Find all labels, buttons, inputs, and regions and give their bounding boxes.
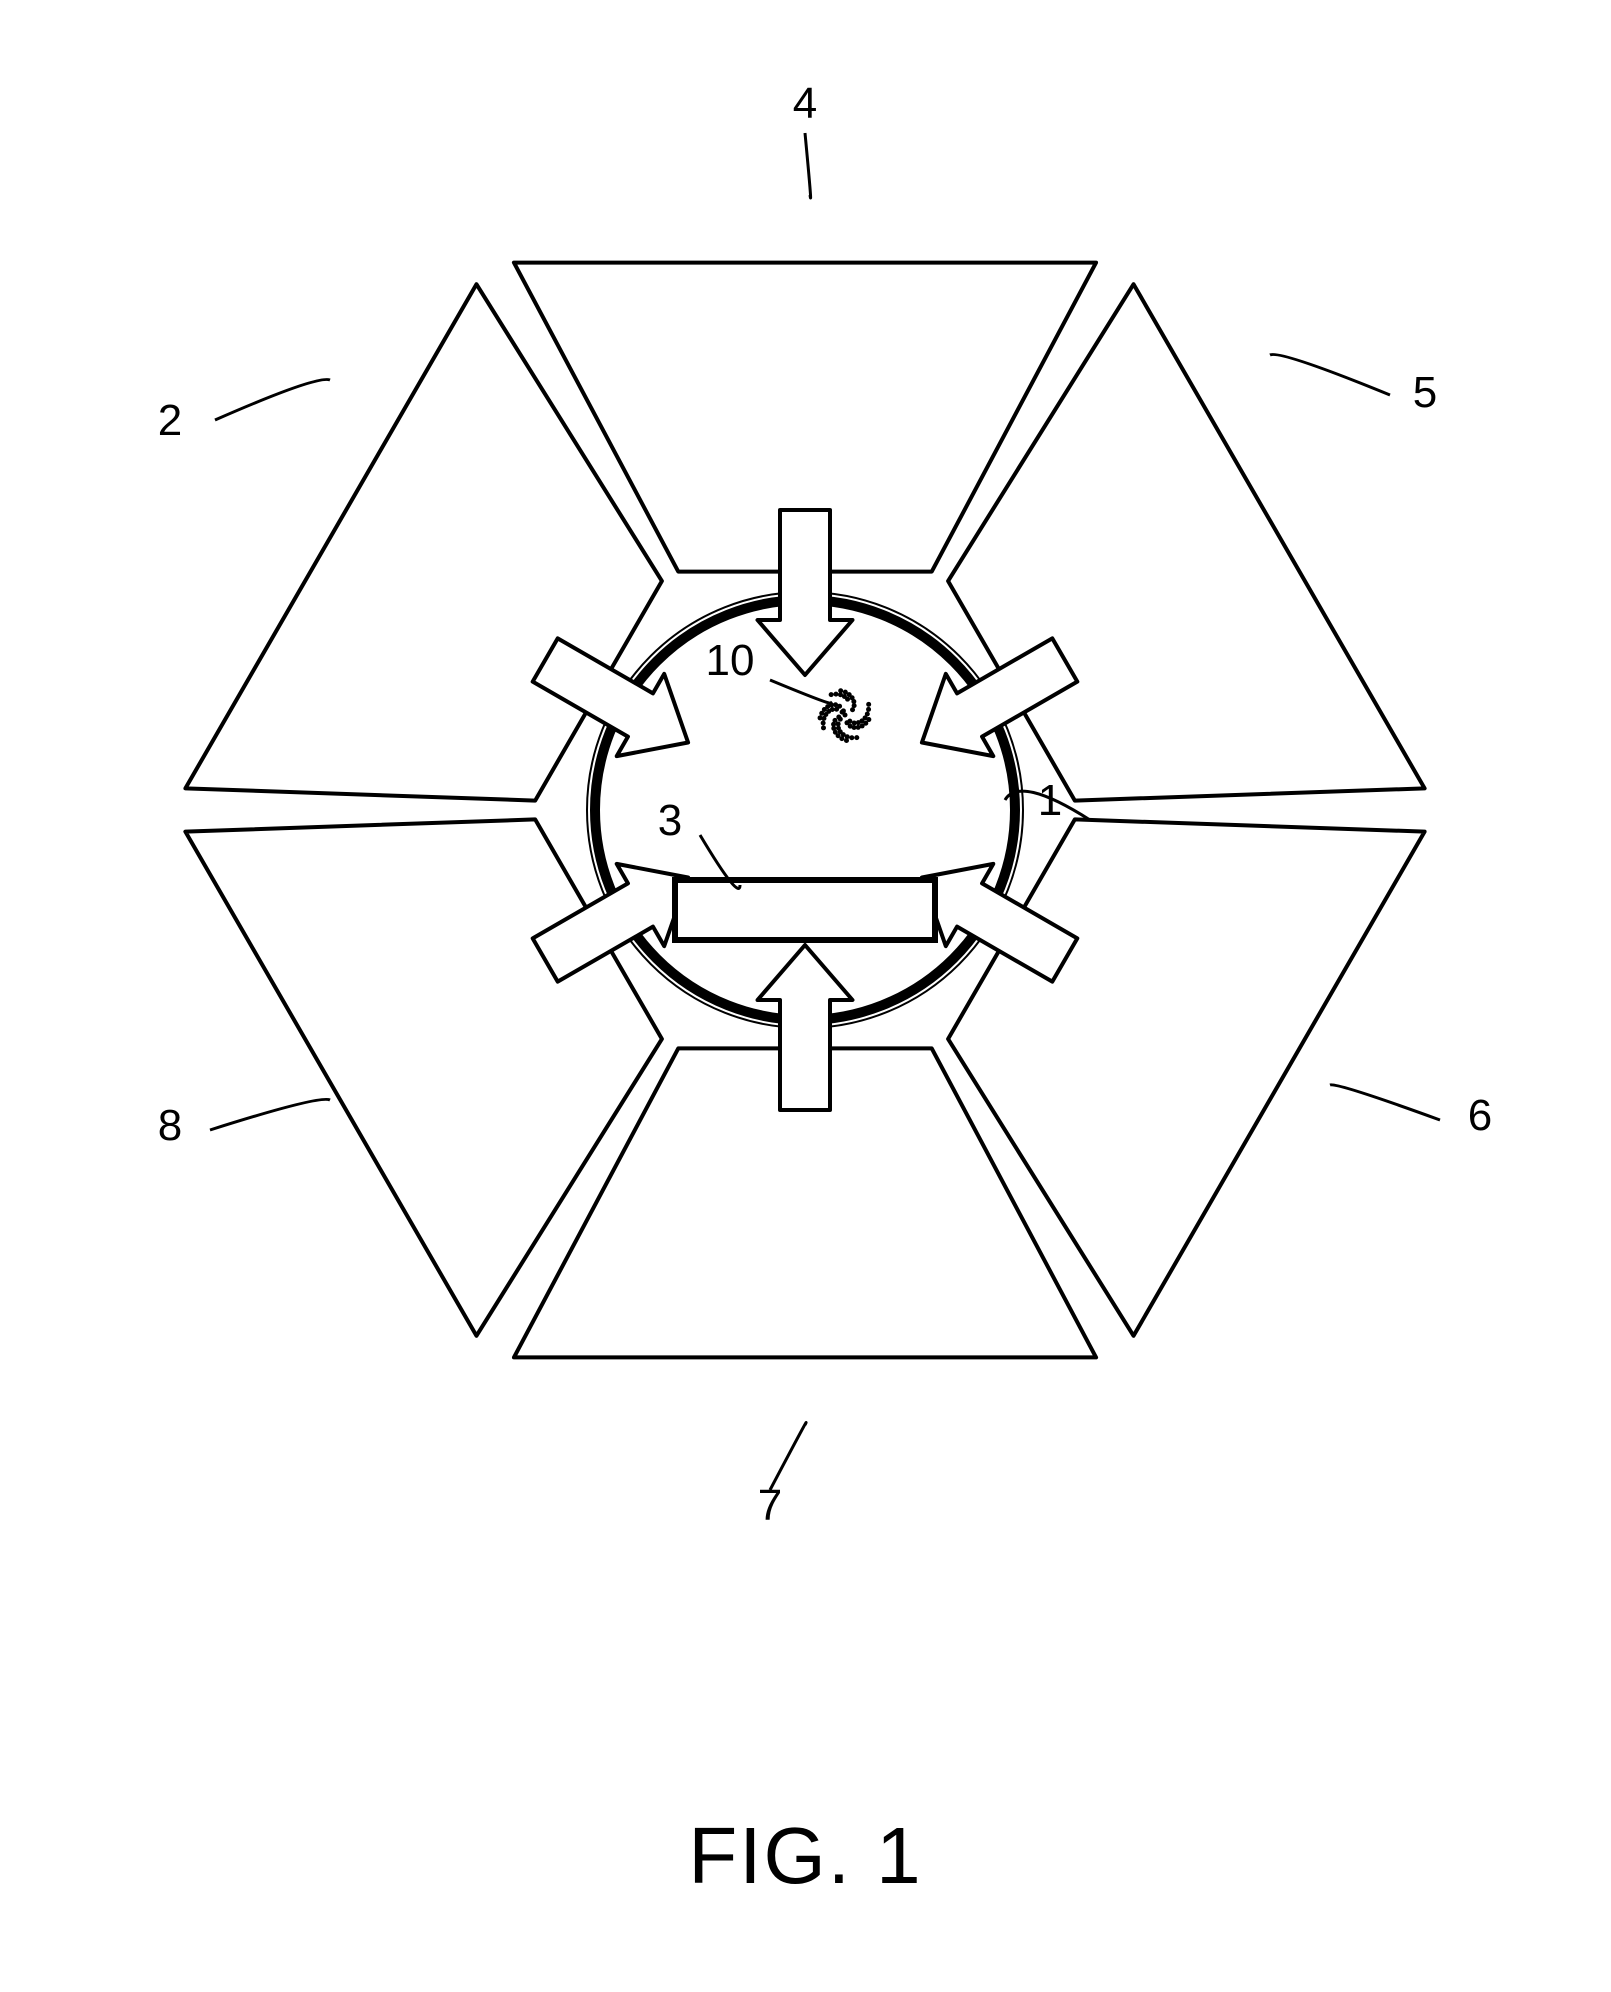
figure-title: FIG. 1 xyxy=(688,1810,922,1902)
leader-label: 2 xyxy=(158,396,182,445)
leader-line xyxy=(805,133,811,198)
leader-line xyxy=(1270,355,1390,396)
leader-line xyxy=(770,1422,806,1490)
leader-line xyxy=(210,1099,330,1130)
leader-label: 8 xyxy=(158,1101,182,1150)
leader-line xyxy=(1330,1085,1440,1120)
leader-label: 4 xyxy=(793,79,817,128)
leader-label: 3 xyxy=(658,796,682,845)
leader-label: 10 xyxy=(706,636,755,685)
leader-label: 1 xyxy=(1038,776,1062,825)
leader-line xyxy=(215,380,330,421)
leader-label: 6 xyxy=(1468,1091,1492,1140)
inner-rect xyxy=(675,880,935,940)
leader-label: 5 xyxy=(1413,368,1437,417)
leader-label: 7 xyxy=(758,1481,782,1530)
